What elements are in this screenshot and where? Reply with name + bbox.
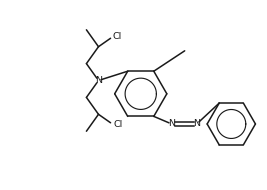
Text: Cl: Cl — [114, 120, 123, 129]
Text: Cl: Cl — [113, 32, 122, 41]
Text: N: N — [168, 120, 175, 128]
Text: N: N — [193, 120, 200, 128]
Text: N: N — [95, 76, 102, 85]
